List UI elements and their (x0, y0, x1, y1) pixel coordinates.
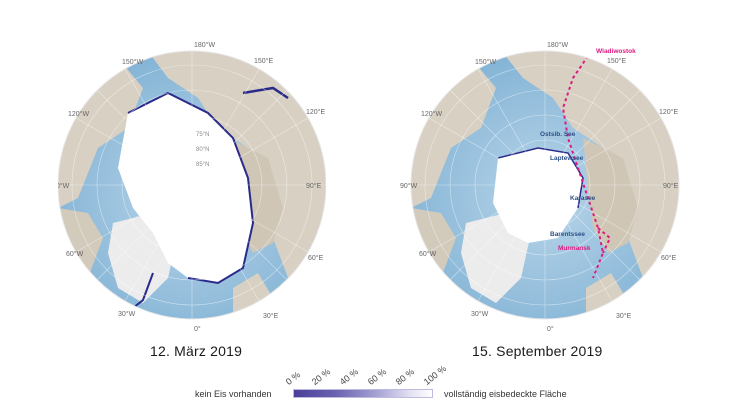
lat-label: 80°N (196, 147, 209, 153)
lat-label: 75°N (196, 132, 209, 138)
legend-label-full-ice: vollständig eisbedeckte Fläche (444, 389, 567, 399)
lon-label: 150°E (607, 57, 626, 65)
lon-label: 30°E (263, 312, 279, 320)
lon-label: 0° (547, 325, 554, 333)
ice-edge (127, 91, 255, 285)
lon-label: 90°W (400, 182, 418, 190)
lon-label: 150°W (475, 58, 496, 66)
lon-label: 120°E (306, 108, 325, 116)
place-murmansk: Murmansk (558, 245, 591, 252)
legend-color-bar (293, 389, 433, 398)
land-eurasia (138, 51, 326, 298)
lon-label: 30°W (118, 310, 136, 318)
lon-label: 120°W (68, 110, 89, 118)
lon-label: 180°W (547, 41, 568, 49)
sea-ice (118, 93, 253, 283)
place-barentssee: Barentssee (550, 231, 585, 238)
legend-tick: 40 % (337, 366, 361, 387)
lon-label: 60°W (419, 250, 437, 258)
map-border (410, 50, 680, 320)
legend-tick: 20 % (309, 366, 333, 387)
lat-label: 85°N (196, 162, 209, 168)
lon-label: 120°W (421, 110, 442, 118)
legend-tick: 0 % (283, 369, 303, 387)
legend-tick: 80 % (393, 366, 417, 387)
lon-label: 60°W (66, 250, 84, 258)
lon-label: 150°W (122, 58, 143, 66)
graticule (411, 51, 679, 319)
lon-label: 180°W (194, 41, 215, 49)
lon-label: 30°W (471, 310, 489, 318)
map-september: Wladiwostok Ostsib. See Laptewsee Karase… (398, 38, 693, 333)
lon-label: 90°E (306, 182, 322, 190)
place-wladiwostok: Wladiwostok (596, 48, 636, 55)
ice-edge-greenland (132, 272, 154, 309)
lon-label: 90°E (663, 182, 679, 190)
place-karasee: Karasee (570, 195, 596, 202)
place-laptewsee: Laptewsee (550, 155, 584, 162)
ice-edge-pacific (242, 86, 289, 100)
arctic-map-september: Wladiwostok Ostsib. See Laptewsee Karase… (400, 41, 680, 333)
land-siberia-shade (583, 138, 638, 253)
shipping-route-branch (597, 227, 612, 254)
ice-edge (497, 147, 584, 209)
lon-label: 150°E (254, 57, 273, 65)
lon-label: 0° (194, 325, 201, 333)
date-label-march: 12. März 2019 (150, 343, 243, 359)
legend-tick: 100 % (421, 363, 449, 387)
map-march: 180°W 150°W 120°W 90°W 60°W 30°W 0° 30°E… (58, 38, 326, 333)
legend-label-no-ice: kein Eis vorhanden (195, 389, 272, 399)
graticule (58, 51, 326, 319)
shipping-route (561, 55, 605, 279)
lon-label: 30°E (616, 312, 632, 320)
lon-label: 90°W (58, 182, 70, 190)
legend-tick: 60 % (365, 366, 389, 387)
lon-label: 60°E (308, 254, 324, 262)
lon-label: 60°E (661, 254, 677, 262)
land-eurasia (491, 51, 679, 298)
lon-label: 120°E (659, 108, 678, 116)
arctic-map-march: 180°W 150°W 120°W 90°W 60°W 30°W 0° 30°E… (58, 41, 326, 333)
place-ostsib-see: Ostsib. See (540, 131, 576, 138)
date-label-september: 15. September 2019 (472, 343, 603, 359)
map-border (58, 50, 326, 320)
